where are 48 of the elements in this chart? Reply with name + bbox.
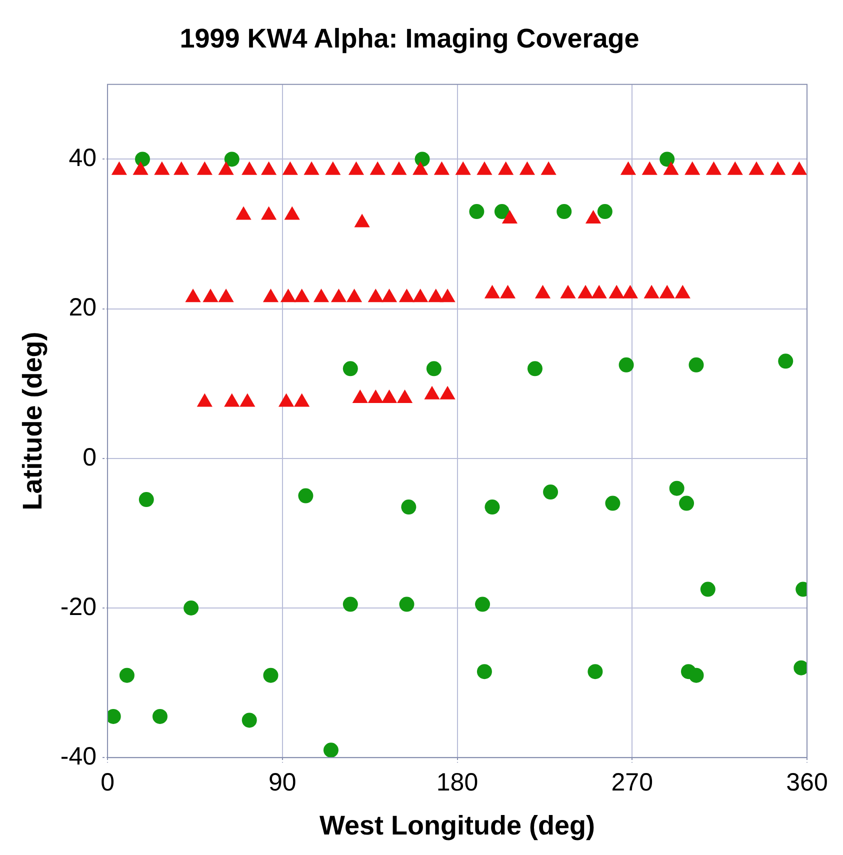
point xyxy=(688,357,704,372)
point xyxy=(556,204,572,220)
x-tick-label: 270 xyxy=(611,768,653,796)
point xyxy=(152,708,168,724)
point xyxy=(669,480,684,496)
point xyxy=(475,596,490,612)
y-axis-title: Latitude (deg) xyxy=(18,332,48,510)
point xyxy=(469,204,484,220)
x-axis-title: West Longitude (deg) xyxy=(320,810,596,840)
point xyxy=(605,496,620,511)
point xyxy=(700,582,716,597)
point xyxy=(527,361,542,376)
point xyxy=(688,668,704,683)
point xyxy=(135,152,150,167)
point xyxy=(342,361,358,376)
point xyxy=(426,361,442,376)
point xyxy=(323,742,338,758)
point xyxy=(484,500,500,515)
point xyxy=(119,668,134,683)
x-tick-label: 180 xyxy=(436,768,478,796)
point xyxy=(543,484,558,500)
point xyxy=(263,668,278,683)
y-tick-label: -20 xyxy=(60,592,97,621)
point xyxy=(342,596,358,612)
point xyxy=(138,492,154,508)
point xyxy=(660,152,675,167)
x-tick-label: 90 xyxy=(268,768,296,796)
y-tick-label: 20 xyxy=(68,294,97,322)
point xyxy=(618,357,634,372)
point xyxy=(597,204,612,220)
point xyxy=(399,596,414,612)
point xyxy=(494,204,510,220)
y-tick-label: -40 xyxy=(60,742,97,770)
point xyxy=(224,152,240,167)
point xyxy=(298,488,314,504)
y-tick-label: 40 xyxy=(68,144,97,172)
point xyxy=(242,712,257,728)
point xyxy=(476,664,492,680)
point xyxy=(184,600,199,616)
point xyxy=(679,496,694,511)
chart-title: 1999 KW4 Alpha: Imaging Coverage xyxy=(180,24,640,54)
y-tick-label: 0 xyxy=(82,443,97,472)
point xyxy=(401,500,416,515)
point xyxy=(414,152,430,167)
point xyxy=(778,354,794,369)
x-tick-label: 360 xyxy=(786,768,828,796)
point xyxy=(588,664,603,680)
x-tick-label: 0 xyxy=(100,768,114,796)
